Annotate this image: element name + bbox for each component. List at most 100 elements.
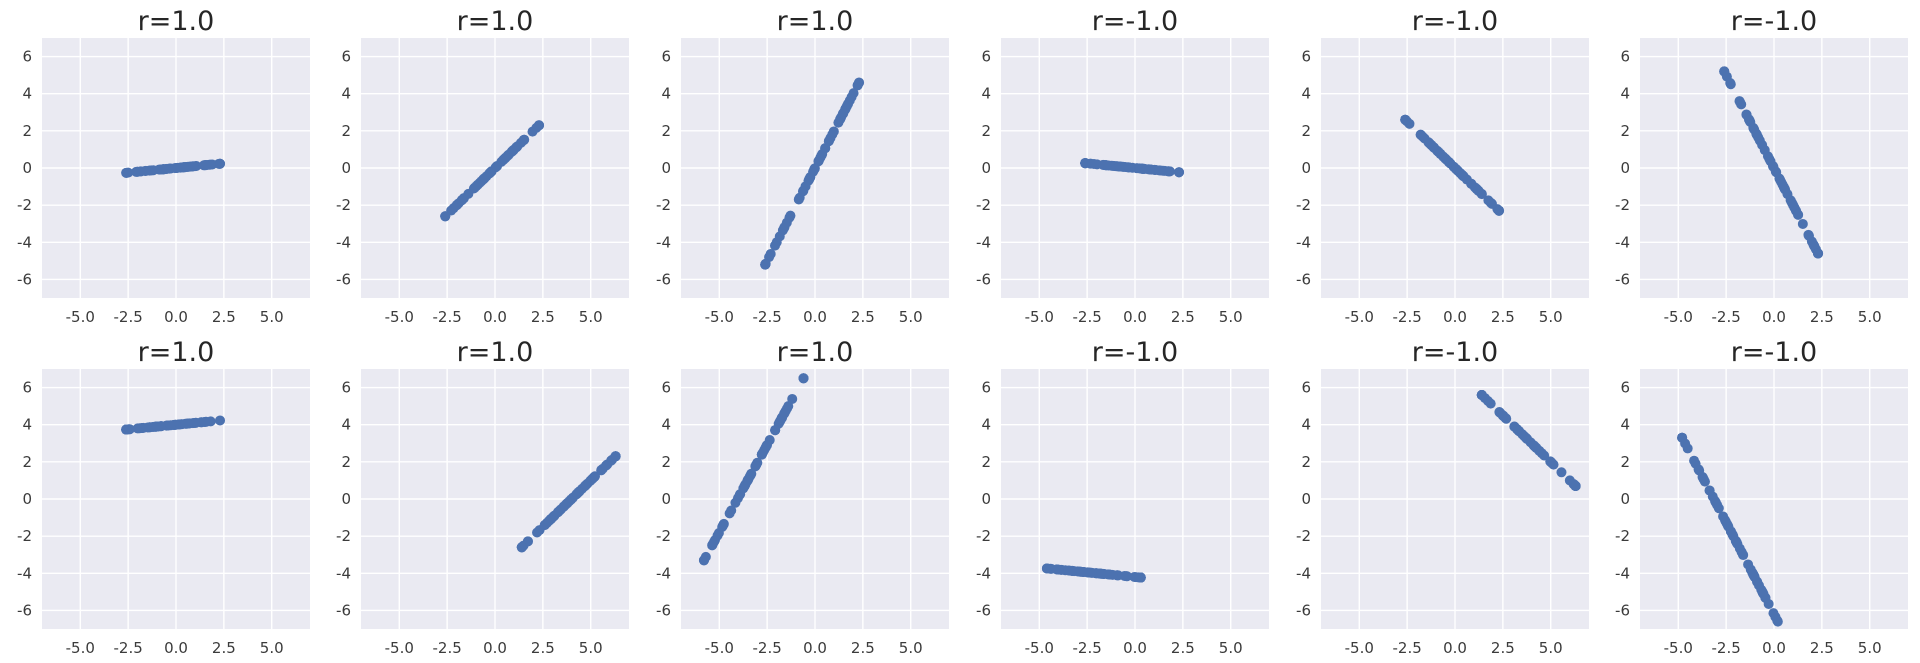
data-point	[1677, 432, 1688, 443]
y-tick-label: 0	[661, 159, 671, 177]
y-tick-label: -2	[1615, 527, 1630, 545]
data-point	[760, 259, 771, 270]
data-points	[698, 373, 809, 566]
data-point	[519, 134, 530, 145]
data-point	[1806, 236, 1817, 247]
data-point	[1743, 559, 1754, 570]
data-point	[1726, 526, 1737, 537]
y-tick-label: 6	[22, 48, 32, 66]
data-point	[1792, 209, 1803, 220]
x-tick-label: 0.0	[803, 308, 827, 326]
data-point	[1737, 549, 1748, 560]
x-tick-label: -2.5	[114, 639, 143, 657]
x-tick-label: -5.0	[705, 639, 734, 657]
x-tick-label: -5.0	[705, 308, 734, 326]
y-tick-label: -6	[336, 601, 351, 619]
data-point	[770, 240, 781, 251]
y-tick-label: -2	[17, 527, 32, 545]
y-tick-label: 0	[341, 159, 351, 177]
x-tick-label: 2.5	[1810, 639, 1834, 657]
y-tick-label: -2	[976, 527, 991, 545]
x-tick-label: 2.5	[212, 308, 236, 326]
y-tick-label: 4	[661, 416, 671, 434]
x-tick-label: -5.0	[1345, 308, 1374, 326]
y-tick-label: 6	[1620, 48, 1630, 66]
data-point	[726, 505, 737, 516]
data-point	[817, 149, 828, 160]
data-point	[500, 152, 511, 163]
y-tick-label: -2	[17, 196, 32, 214]
data-point	[1494, 205, 1505, 216]
x-tick-label: -2.5	[1073, 308, 1102, 326]
y-tick-label: 2	[1620, 453, 1630, 471]
scatter-panel: -5.0 -2.5 0.0 2.5 5.0 -6 -4 -2 0 2 4 6 r=-1.0	[1615, 337, 1908, 657]
data-point	[1704, 485, 1715, 496]
y-tick-label: -4	[1615, 233, 1630, 251]
data-point	[798, 373, 809, 384]
data-point	[1689, 455, 1700, 466]
data-points	[1400, 114, 1505, 216]
y-tick-label: 6	[981, 48, 991, 66]
data-point	[1748, 569, 1759, 580]
x-tick-label: -5.0	[1025, 308, 1054, 326]
x-tick-label: 2.5	[531, 308, 555, 326]
x-tick-label: -5.0	[66, 308, 95, 326]
data-point	[1756, 584, 1767, 595]
data-point	[1139, 163, 1150, 174]
y-tick-label: 4	[1301, 416, 1311, 434]
x-tick-label: -2.5	[1393, 308, 1422, 326]
y-tick-label: -6	[1296, 270, 1311, 288]
data-point	[707, 540, 718, 551]
data-point	[485, 167, 496, 178]
data-point	[1100, 160, 1111, 171]
scatter-panel: -5.0 -2.5 0.0 2.5 5.0 -6 -4 -2 0 2 4 6 r=-1.0	[1615, 6, 1908, 326]
panel-title: r=1.0	[457, 6, 534, 37]
y-tick-label: 4	[1620, 416, 1630, 434]
data-point	[1752, 577, 1763, 588]
data-point	[777, 225, 788, 236]
y-tick-label: 0	[341, 490, 351, 508]
data-point	[534, 120, 545, 131]
data-point	[797, 186, 808, 197]
y-tick-label: 2	[981, 453, 991, 471]
y-tick-label: -4	[17, 564, 32, 582]
x-tick-label: 2.5	[531, 639, 555, 657]
data-point	[610, 451, 621, 462]
x-tick-label: 0.0	[803, 639, 827, 657]
x-tick-label: 0.0	[1443, 639, 1467, 657]
data-point	[215, 415, 226, 426]
x-tick-label: 2.5	[1491, 308, 1515, 326]
y-tick-label: -6	[656, 601, 671, 619]
y-tick-label: 0	[22, 490, 32, 508]
data-point	[545, 514, 556, 525]
x-tick-label: 2.5	[851, 639, 875, 657]
data-point	[1731, 537, 1742, 548]
scatter-panel: -5.0 -2.5 0.0 2.5 5.0 -6 -4 -2 0 2 4 6 r=-1.0	[1296, 6, 1589, 326]
x-tick-label: 5.0	[1539, 639, 1563, 657]
data-point	[1077, 566, 1088, 577]
data-point	[1400, 114, 1411, 125]
y-tick-label: 6	[661, 48, 671, 66]
x-tick-label: 5.0	[899, 639, 923, 657]
data-point	[1749, 124, 1760, 135]
y-tick-label: 6	[1620, 379, 1630, 397]
y-tick-label: 0	[22, 159, 32, 177]
data-point	[492, 160, 503, 171]
x-tick-label: -2.5	[753, 639, 782, 657]
data-point	[1813, 248, 1824, 259]
y-tick-label: -4	[656, 233, 671, 251]
data-point	[201, 416, 212, 427]
data-point	[1529, 441, 1540, 452]
y-tick-label: -2	[1296, 196, 1311, 214]
data-points	[1719, 66, 1824, 259]
y-tick-label: 4	[1620, 85, 1630, 103]
scatter-panel: -5.0 -2.5 0.0 2.5 5.0 -6 -4 -2 0 2 4 6 r=1.0	[336, 6, 629, 326]
panel-title: r=-1.0	[1092, 6, 1178, 37]
data-points	[1041, 563, 1146, 583]
y-tick-label: -4	[976, 233, 991, 251]
data-point	[1473, 185, 1484, 196]
y-tick-label: -6	[17, 270, 32, 288]
x-tick-label: -5.0	[385, 639, 414, 657]
data-point	[169, 163, 180, 174]
scatter-panel: -5.0 -2.5 0.0 2.5 5.0 -6 -4 -2 0 2 4 6 r=-1.0	[976, 337, 1269, 657]
